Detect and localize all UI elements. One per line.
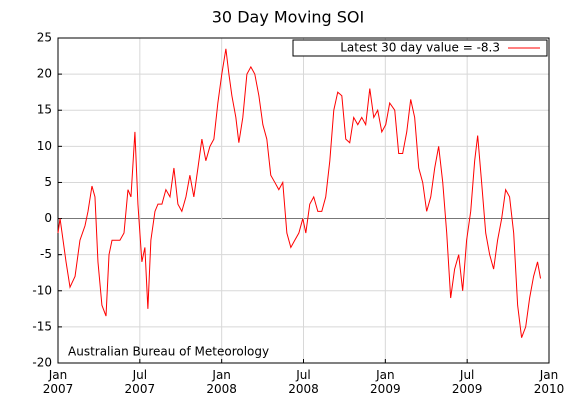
legend-box — [292, 39, 548, 57]
y-tick-label: 25 — [37, 31, 52, 45]
series-line — [57, 48, 542, 338]
x-tick-label: Jan 2008 — [206, 368, 237, 396]
y-tick-label: -10 — [32, 283, 52, 297]
y-tick-label: 5 — [44, 175, 52, 189]
x-tick-label: Jul 2008 — [288, 368, 319, 396]
y-tick-label: 20 — [37, 67, 52, 81]
y-tick-label: 10 — [37, 139, 52, 153]
chart-title: 30 Day Moving SOI — [212, 8, 364, 27]
x-tick-label: Jan 2009 — [370, 368, 401, 396]
y-tick-label: -15 — [32, 319, 52, 333]
y-tick-label: -5 — [40, 247, 52, 261]
y-tick-label: 0 — [44, 211, 52, 225]
y-tick-label: -20 — [32, 356, 52, 370]
x-tick-label: Jul 2009 — [451, 368, 483, 396]
x-tick-label: Jan 2010 — [533, 368, 565, 396]
x-tick-label: Jul 2007 — [124, 368, 156, 396]
y-tick-label: 15 — [37, 103, 52, 117]
annotation: Australian Bureau of Meteorology — [68, 345, 269, 359]
legend-label: Latest 30 day value = -8.3 — [340, 41, 500, 55]
x-tick-label: Jan 2007 — [42, 368, 74, 396]
